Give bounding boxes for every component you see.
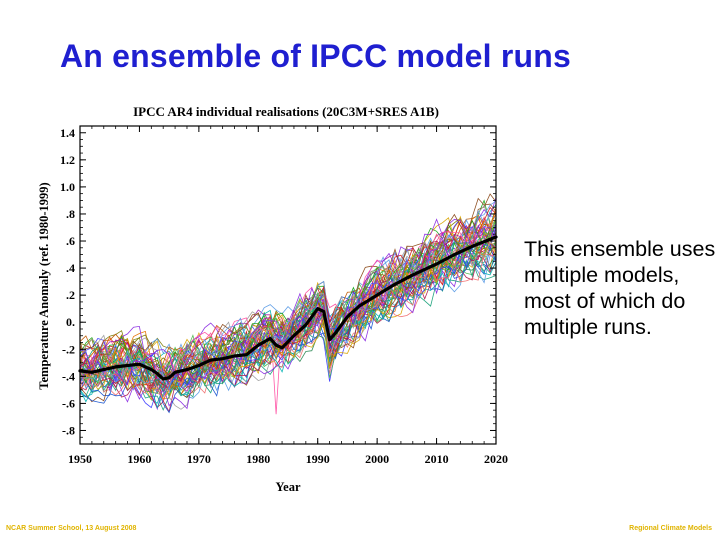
x-axis-label: Year [276, 480, 301, 494]
y-tick-label: 1.4 [60, 126, 75, 140]
y-tick-label: .4 [66, 261, 75, 275]
chart-title: IPCC AR4 individual realisations (20C3M+… [133, 104, 439, 119]
x-tick-label: 1990 [306, 452, 330, 466]
y-tick-label: -.8 [62, 423, 75, 437]
x-tick-label: 2020 [484, 452, 508, 466]
x-tick-label: 1950 [68, 452, 92, 466]
y-tick-label: 1.0 [60, 180, 75, 194]
y-tick-label: 1.2 [60, 153, 75, 167]
ensemble-description: This ensemble uses multiple models, most… [524, 236, 720, 340]
x-tick-label: 1960 [127, 452, 151, 466]
footer-topic: Regional Climate Models [629, 525, 712, 532]
y-tick-label: .8 [66, 207, 75, 221]
x-tick-label: 2010 [425, 452, 449, 466]
y-tick-label: 0. [66, 315, 75, 329]
x-tick-label: 1980 [246, 452, 270, 466]
x-tick-label: 1970 [187, 452, 211, 466]
y-tick-label: -.4 [62, 369, 75, 383]
plot-frame [80, 126, 496, 444]
ensemble-member-lines [80, 194, 496, 414]
x-axis-ticks: 1950 1960 1970 1980 1990 2000 2010 2020 [68, 126, 508, 466]
x-tick-label: 2000 [365, 452, 389, 466]
y-tick-label: -.2 [62, 342, 75, 356]
y-tick-label: .6 [66, 234, 75, 248]
y-tick-label: .2 [66, 288, 75, 302]
y-tick-label: -.6 [62, 396, 75, 410]
y-axis-label: Temperature Anomaly (ref. 1980-1999) [37, 182, 51, 389]
footer-event: NCAR Summer School, 13 August 2008 [6, 525, 136, 532]
